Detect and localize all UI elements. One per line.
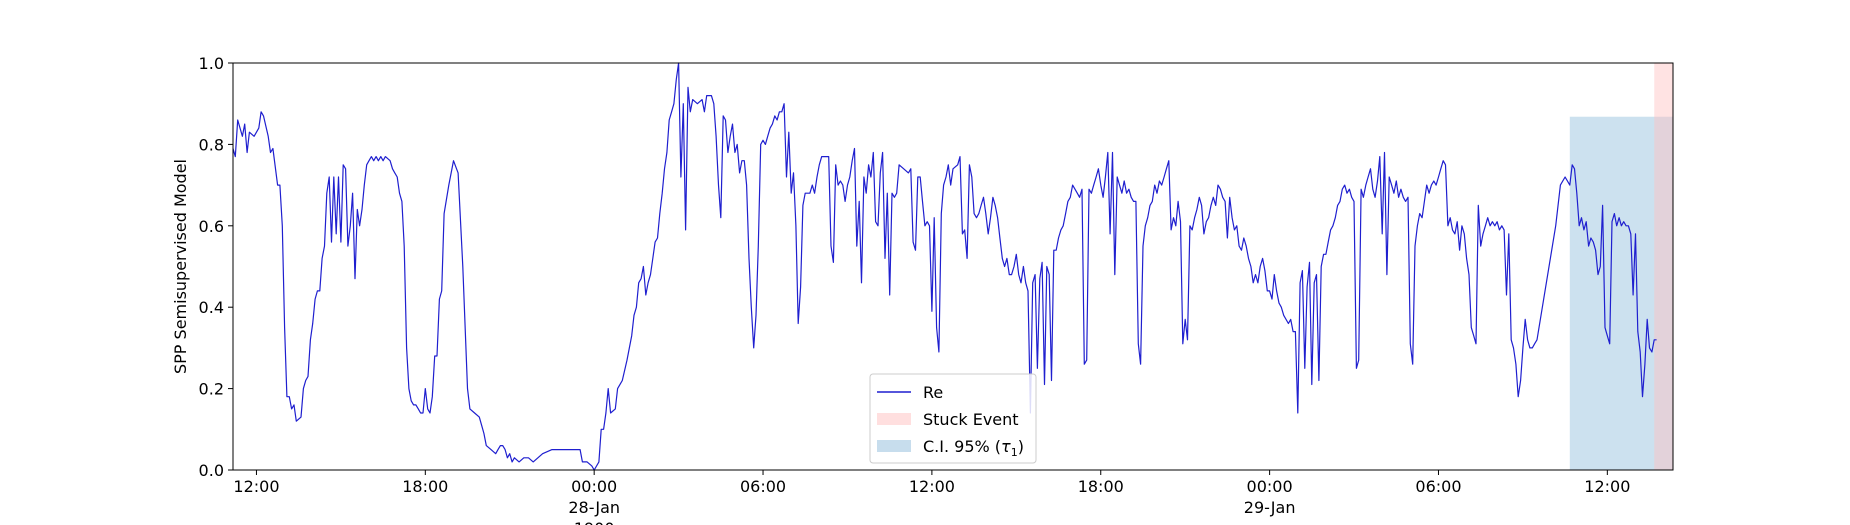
y-tick-label: 0.4 [199,298,224,317]
x-tick-label: 00:00 [571,477,617,496]
y-tick-label: 0.0 [199,461,224,480]
region-confidence-interval [1569,116,1673,470]
legend-box [869,373,1037,464]
shaded-regions [1569,63,1673,470]
x-tick-year-label: 1900 [574,519,615,525]
x-tick-label: 00:00 [1247,477,1293,496]
legend-label-stuck-event: Stuck Event [923,410,1019,429]
x-tick-date-label: 29-Jan [1244,498,1296,517]
x-tick-label: 06:00 [740,477,786,496]
x-tick-date-label: 28-Jan [568,498,620,517]
y-tick-label: 0.6 [199,217,224,236]
legend-label-confidence-interval: C.I. 95% (τ1) [923,437,1024,459]
x-tick-label: 12:00 [909,477,955,496]
x-axis-ticks: 12:00 18:00 00:00 28-Jan 1900 06:00 12:00 18:00… [233,470,1630,525]
x-tick-label: 12:00 [233,477,279,496]
x-tick-label: 18:00 [402,477,448,496]
y-axis-ticks: 0.0 0.2 0.4 0.6 0.8 1.0 [199,54,233,480]
y-tick-label: 1.0 [199,54,224,73]
legend-swatch-confidence-interval [877,440,911,452]
legend-label-re: Re [923,383,943,402]
region-stuck-event [1654,63,1673,470]
y-tick-label: 0.2 [199,380,224,399]
series-line-re [232,62,1657,471]
x-tick-label: 18:00 [1078,477,1124,496]
x-tick-label: 12:00 [1584,477,1630,496]
y-tick-label: 0.8 [199,135,224,154]
legend: Re Stuck Event C.I. 95% (τ1) [869,373,1037,464]
y-axis-label: SPP Semisupervised Model [171,159,190,374]
plot-frame [232,62,1674,471]
legend-swatch-stuck-event [877,413,911,425]
x-tick-label: 06:00 [1415,477,1461,496]
